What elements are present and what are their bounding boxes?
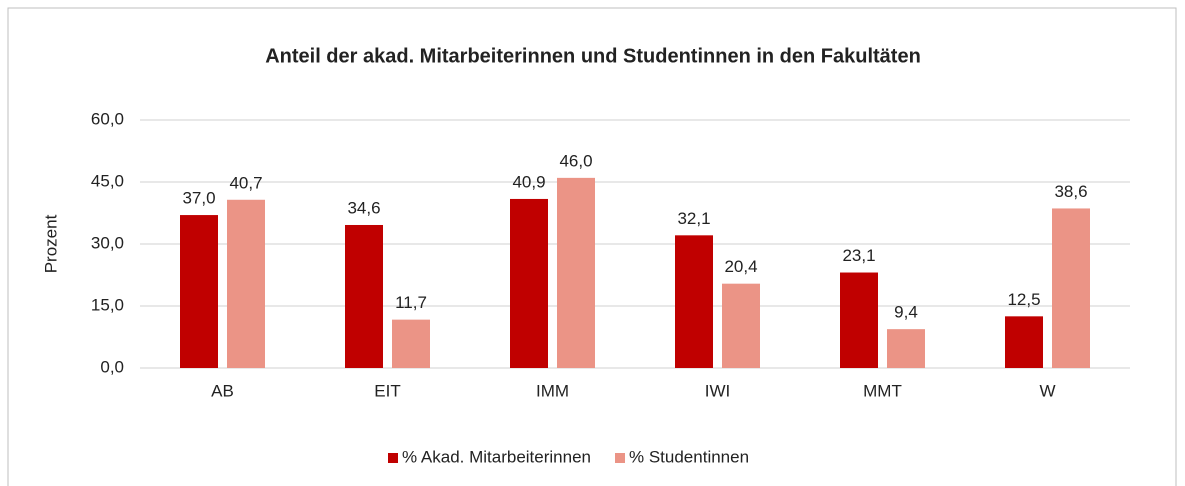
x-tick-label: AB	[211, 381, 234, 400]
data-label: 40,9	[512, 172, 545, 191]
legend-label: % Akad. Mitarbeiterinnen	[402, 447, 591, 466]
bar	[510, 198, 548, 368]
data-label: 20,4	[724, 257, 757, 276]
bar	[1005, 316, 1043, 368]
x-tick-label: EIT	[374, 381, 400, 400]
legend-label: % Studentinnen	[629, 447, 749, 466]
data-label: 11,7	[395, 293, 427, 312]
x-tick-label: W	[1039, 381, 1055, 400]
bar	[1052, 208, 1090, 368]
data-label: 40,7	[229, 173, 262, 192]
y-tick-label: 15,0	[91, 295, 124, 314]
bar	[180, 215, 218, 368]
legend-swatch	[615, 453, 625, 463]
bar	[345, 224, 383, 368]
data-label: 32,1	[677, 209, 710, 228]
y-tick-label: 30,0	[91, 233, 124, 252]
data-label: 37,0	[182, 189, 215, 208]
bar	[722, 283, 760, 368]
bar	[840, 272, 878, 368]
bar	[887, 329, 925, 368]
y-tick-label: 45,0	[91, 171, 124, 190]
x-tick-label: MMT	[863, 381, 902, 400]
y-tick-label: 60,0	[91, 109, 124, 128]
chart-title: Anteil der akad. Mitarbeiterinnen und St…	[265, 45, 921, 67]
data-label: 38,6	[1054, 182, 1087, 201]
y-tick-label: 0,0	[100, 357, 124, 376]
x-tick-label: IMM	[536, 381, 569, 400]
x-tick-label: IWI	[705, 381, 731, 400]
data-label: 46,0	[559, 151, 592, 170]
bar	[392, 319, 430, 368]
data-label: 9,4	[894, 303, 918, 322]
y-axis-label: Prozent	[41, 214, 60, 273]
data-label: 12,5	[1007, 290, 1040, 309]
legend-swatch	[388, 453, 398, 463]
data-label: 34,6	[347, 198, 380, 217]
bar	[675, 235, 713, 368]
data-label: 23,1	[842, 246, 875, 265]
bar	[557, 177, 595, 368]
bar	[227, 199, 265, 368]
